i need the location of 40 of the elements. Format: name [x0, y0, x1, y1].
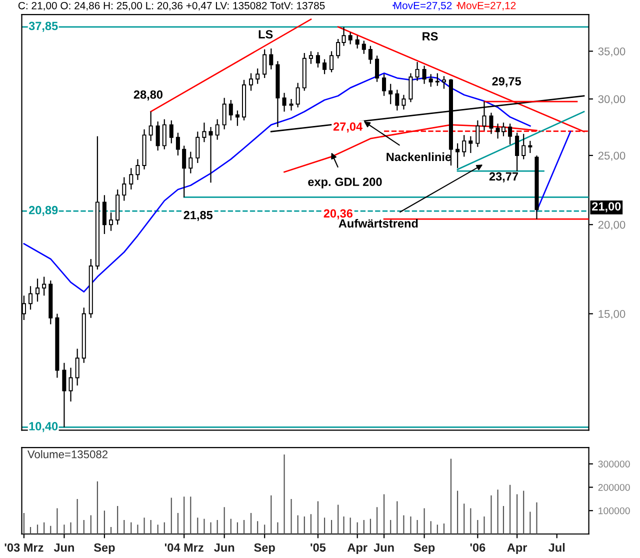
annotation: Aufwärtstrend	[338, 218, 418, 228]
y-tick-label: 20,00	[598, 220, 626, 230]
annotation: 28,80	[134, 90, 162, 100]
x-tick-label: Sep	[254, 543, 275, 554]
y-tick-label: 200000	[598, 484, 630, 491]
y-tick-label: 100000	[598, 507, 630, 514]
annotation: exp. GDL 200	[308, 178, 382, 188]
chart-title: Volume=135082	[27, 450, 108, 458]
x-tick-label: Jun	[374, 543, 394, 552]
y-tick-label: 25,00	[598, 152, 626, 161]
annotation: LS	[258, 30, 273, 38]
x-tick-label: Sep	[94, 543, 115, 554]
chart-title: C: 21,00 O: 24,86 H: 25,00 L: 20,36 +0,47 LV: 135082 TotV: 13785	[18, 2, 325, 11]
ref-line-label: 37,85	[28, 22, 58, 32]
annotation: 29,75	[492, 77, 522, 88]
x-tick-label: Apr	[347, 543, 368, 554]
ref-line-label: 10,40	[29, 422, 58, 432]
y-tick-label: 15,00	[598, 310, 626, 320]
x-tick-label: '06	[470, 543, 486, 552]
x-tick-label: '03 Mrz	[4, 543, 44, 552]
annotation: 20,36	[324, 209, 353, 220]
x-tick-label: '04 Mrz	[164, 543, 204, 552]
x-tick-label: Jun	[54, 543, 74, 552]
text: 21,00	[592, 202, 621, 212]
y-tick-label: 30,00	[598, 95, 626, 104]
legend-label: MovE=27,12	[458, 2, 516, 10]
x-tick-label: '05	[310, 543, 326, 552]
x-tick-label: Jun	[214, 543, 234, 552]
x-tick-label: Jul	[548, 543, 565, 552]
annotation: RS	[422, 32, 438, 41]
legend-label: MovE=27,52	[394, 2, 452, 10]
y-tick-label: 35,00	[598, 47, 626, 57]
annotation: 21,85	[184, 210, 213, 222]
y-tick-label: 300000	[598, 460, 630, 468]
x-tick-label: Sep	[414, 543, 435, 554]
annotation: Nackenlinie	[386, 152, 452, 162]
annotation: 23,77	[489, 172, 518, 182]
annotation: 27,04	[333, 122, 363, 132]
ref-line-label: 20,89	[28, 206, 58, 216]
x-tick-label: Apr	[507, 543, 528, 554]
